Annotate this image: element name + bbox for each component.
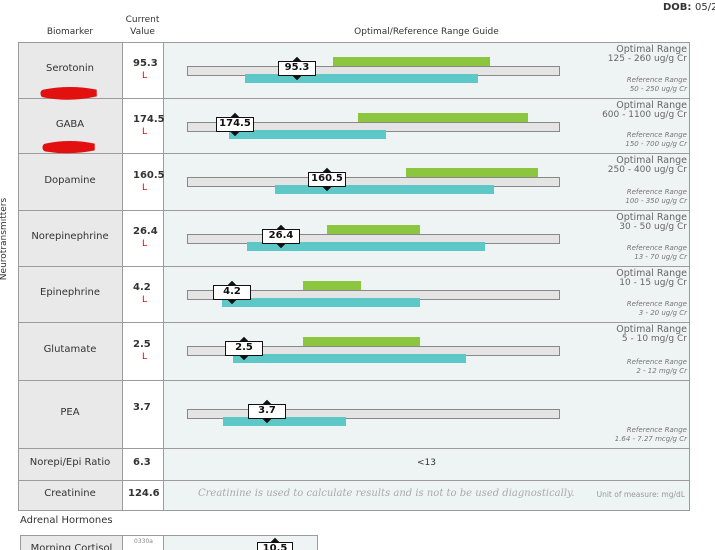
optimal-range: 5 - 10 mg/g Cr (621, 334, 687, 344)
column-header: Current (125, 15, 160, 25)
flag: L (142, 126, 148, 137)
value-cell (122, 380, 164, 449)
current-value: 174.5 (133, 113, 165, 125)
biomarker-name: Norepi/Epi Ratio (29, 457, 111, 468)
reference-range: 100 - 350 ug/g Cr (625, 197, 687, 205)
reference-range: 50 - 250 ug/g Cr (629, 85, 687, 93)
optimal-label: Optimal Range (616, 324, 687, 335)
reference-bar (229, 130, 386, 139)
biomarker-name: PEA (60, 407, 80, 418)
reference-bar (245, 74, 478, 83)
value-marker: 3.7 (248, 404, 286, 419)
optimal-bar (358, 113, 528, 122)
optimal-range: 30 - 50 ug/g Cr (619, 222, 687, 232)
guide-cell (163, 535, 318, 550)
biomarker-name: Norepinephrine (31, 231, 109, 242)
reference-label: Reference Range (626, 131, 687, 139)
biomarker-cell (18, 448, 123, 481)
flag: L (142, 239, 148, 249)
reference-bar (233, 354, 466, 363)
optimal-range: 250 - 400 ug/g Cr (607, 165, 687, 175)
value-marker: 2.5 (225, 341, 263, 356)
biomarker-cell (18, 480, 123, 511)
value-marker: 95.3 (278, 61, 316, 76)
optimal-bar (327, 225, 420, 234)
reference-bar (222, 298, 420, 307)
dob-value: 05/2 (695, 2, 715, 13)
reference-label: Reference Range (626, 76, 687, 84)
value-cell (122, 480, 164, 511)
current-value: 160.5 (133, 169, 165, 181)
value-cell (122, 322, 164, 381)
biomarker-name: GABA (55, 118, 85, 130)
reference-bar (247, 242, 485, 251)
value-marker: 4.2 (213, 285, 251, 300)
reference-bar (223, 417, 346, 426)
column-header: Value (130, 27, 155, 37)
guide-cell (163, 448, 690, 481)
optimal-range: 125 - 260 ug/g Cr (607, 54, 687, 64)
reference-range: 2 - 12 mg/g Cr (636, 367, 687, 375)
optimal-label: Optimal Range (616, 155, 687, 166)
current-value: 95.3 (133, 58, 158, 69)
value-marker: 174.5 (216, 117, 254, 132)
creatinine-note: Creatinine is used to calculate results … (198, 488, 575, 499)
reference-range: 150 - 700 ug/g Cr (625, 140, 687, 148)
reference-label: Reference Range (626, 426, 687, 434)
optimal-label: Optimal Range (616, 44, 687, 55)
reference-range: 13 - 70 ug/g Cr (634, 253, 687, 261)
ratio-range: <13 (417, 458, 436, 468)
biomarker-name: Creatinine (44, 488, 96, 499)
value-marker: 10.5 (257, 542, 293, 550)
current-value: 3.7 (133, 402, 151, 413)
dob-label: DOB: (663, 2, 692, 13)
optimal-bar (406, 168, 538, 177)
column-header: Biomarker (46, 27, 94, 37)
biomarker-cell (18, 322, 123, 381)
flag: L (142, 71, 148, 81)
section-label: Neurotransmitters (0, 197, 9, 281)
biomarker-name: Serotonin (45, 63, 94, 74)
value-marker: 160.5 (308, 172, 346, 187)
value-marker: 26.4 (262, 229, 300, 244)
current-value: 26.4 (133, 226, 158, 237)
biomarker-name: Glutamate (43, 344, 97, 355)
biomarker-cell (18, 266, 123, 323)
biomarker-name: Epinephrine (40, 287, 100, 298)
biomarker-name: Morning Cortisol (30, 543, 113, 550)
optimal-range: 600 - 1100 ug/g Cr (602, 110, 687, 120)
reference-label: Reference Range (626, 188, 687, 196)
current-value: 6.3 (133, 457, 151, 468)
reference-range: 1.64 - 7.27 mcg/g Cr (614, 435, 687, 443)
reference-label: Reference Range (626, 244, 687, 252)
reference-bar (275, 185, 494, 194)
column-header: Optimal/Reference Range Guide (354, 27, 499, 37)
unit-note: Unit of measure: mg/dL (596, 490, 685, 499)
current-value: 2.5 (133, 339, 151, 350)
optimal-bar (333, 57, 490, 66)
current-value: 4.2 (133, 282, 151, 293)
optimal-bar (303, 337, 420, 346)
range-track (187, 409, 560, 419)
flag: L (142, 182, 148, 193)
guide-cell (163, 480, 690, 511)
flag: L (142, 295, 148, 305)
time-label: 0330a (134, 538, 153, 545)
biomarker-cell (18, 210, 123, 267)
reference-label: Reference Range (626, 300, 687, 308)
optimal-range: 10 - 15 ug/g Cr (619, 278, 687, 288)
flag: L (142, 352, 148, 362)
optimal-label: Optimal Range (616, 268, 687, 279)
reference-label: Reference Range (626, 358, 687, 366)
current-value: 124.6 (128, 488, 160, 499)
reference-range: 3 - 20 ug/g Cr (638, 309, 687, 317)
optimal-label: Optimal Range (616, 100, 687, 111)
biomarker-cell (18, 380, 123, 449)
section-title: Adrenal Hormones (20, 515, 113, 526)
optimal-label: Optimal Range (616, 212, 687, 223)
optimal-bar (303, 281, 361, 290)
biomarker-name: Dopamine (44, 174, 96, 186)
